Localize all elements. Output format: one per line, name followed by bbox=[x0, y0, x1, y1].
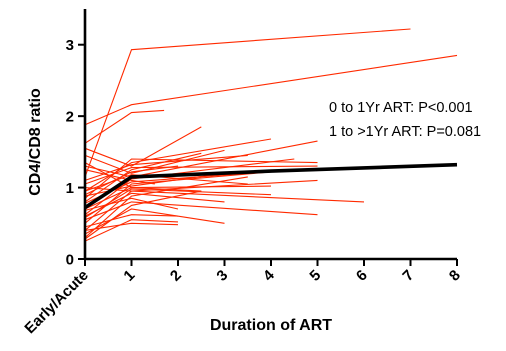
individual-line-21 bbox=[84, 219, 179, 242]
individual-line-4 bbox=[84, 126, 202, 167]
y-tick-label-3: 3 bbox=[66, 37, 74, 54]
individual-line-17 bbox=[84, 187, 365, 203]
x-tick-label-3: 3 bbox=[213, 267, 231, 285]
individual-line-26 bbox=[84, 174, 248, 192]
individual-line-3 bbox=[84, 109, 165, 144]
individual-line-29 bbox=[84, 188, 272, 219]
y-tick-label-1: 1 bbox=[66, 180, 74, 197]
individual-line-11 bbox=[84, 152, 202, 203]
individual-line-5 bbox=[84, 138, 272, 192]
individual-line-2 bbox=[84, 54, 458, 126]
individual-line-32 bbox=[84, 222, 179, 231]
individual-line-18 bbox=[84, 201, 318, 221]
individual-line-22 bbox=[84, 169, 155, 185]
x-tick-label-0: Early/Acute bbox=[21, 267, 91, 337]
individual-line-28 bbox=[84, 165, 318, 185]
annotation-1-to-over-1yr: 1 to >1Yr ART: P=0.081 bbox=[329, 124, 481, 140]
individual-line-31 bbox=[84, 162, 202, 192]
annotation-0-to-1yr: 0 to 1Yr ART: P<0.001 bbox=[329, 100, 473, 116]
x-tick-label-6: 6 bbox=[353, 267, 371, 285]
y-tick-label-0: 0 bbox=[66, 252, 74, 269]
x-axis-title: Duration of ART bbox=[210, 317, 332, 334]
individual-line-19 bbox=[84, 208, 225, 235]
x-tick-label-8: 8 bbox=[446, 267, 464, 285]
x-tick-label-1: 1 bbox=[120, 267, 138, 285]
x-tick-label-5: 5 bbox=[306, 267, 324, 285]
y-ticks: 0 1 2 3 bbox=[66, 37, 85, 269]
individual-line-13 bbox=[84, 165, 179, 196]
individual-line-20 bbox=[84, 214, 179, 228]
individual-line-27 bbox=[84, 197, 179, 211]
individual-line-10 bbox=[84, 154, 248, 181]
individual-line-12 bbox=[84, 171, 272, 224]
mean-line-group bbox=[84, 162, 458, 210]
individual-line-30 bbox=[84, 172, 225, 197]
x-tick-label-7: 7 bbox=[399, 267, 417, 285]
individual-line-16 bbox=[84, 176, 248, 239]
individual-line-6 bbox=[84, 149, 225, 174]
x-tick-label-4: 4 bbox=[260, 266, 278, 284]
mean-line bbox=[84, 162, 458, 210]
individual-line-1 bbox=[84, 28, 411, 178]
x-tick-label-2: 2 bbox=[167, 267, 185, 285]
y-tick-label-2: 2 bbox=[66, 109, 74, 126]
y-axis-title: CD4/CD8 ratio bbox=[27, 88, 44, 196]
